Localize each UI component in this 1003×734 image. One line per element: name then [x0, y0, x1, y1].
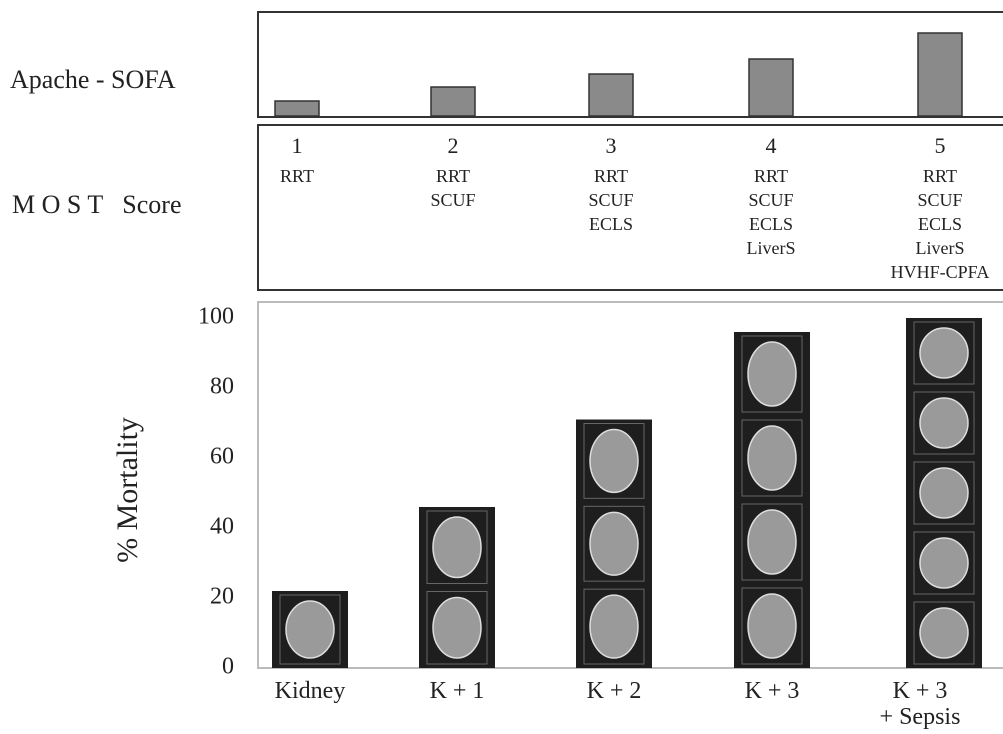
organ-image — [920, 468, 968, 518]
treatment: ECLS — [749, 214, 793, 234]
treatment: SCUF — [748, 190, 793, 210]
treatment: SCUF — [588, 190, 633, 210]
organ-image — [920, 328, 968, 378]
x-tick-label: K + 3 — [692, 678, 852, 704]
bar — [749, 59, 793, 116]
most-label: M O S T Score — [12, 190, 182, 219]
treatment: RRT — [923, 166, 957, 186]
organ-image — [748, 342, 796, 406]
organ-image — [433, 598, 481, 659]
x-tick-label: Kidney — [230, 678, 390, 704]
organ-image — [920, 538, 968, 588]
score-number: 2 — [448, 133, 459, 158]
x-tick-label: K + 2 — [534, 678, 694, 704]
treatment: LiverS — [916, 238, 965, 258]
sofa-title: Apache - SOFA — [10, 65, 176, 94]
bar — [918, 33, 962, 116]
y-tick-label: 80 — [210, 374, 234, 400]
treatment: HVHF-CPFA — [891, 262, 990, 282]
score-number: 3 — [606, 133, 617, 158]
organ-image — [590, 430, 638, 493]
y-tick-label: 40 — [210, 514, 234, 540]
treatment: ECLS — [918, 214, 962, 234]
organ-image — [286, 601, 334, 658]
treatment: LiverS — [747, 238, 796, 258]
organ-image — [748, 510, 796, 574]
score-number: 1 — [292, 133, 303, 158]
organ-image — [590, 595, 638, 658]
score-number: 5 — [935, 133, 946, 158]
bar — [275, 101, 319, 116]
score-number: 4 — [766, 133, 777, 158]
y-tick-label: 60 — [210, 444, 234, 470]
y-tick-label: 20 — [210, 584, 234, 610]
y-tick-label: 0 — [222, 654, 234, 680]
treatment: SCUF — [917, 190, 962, 210]
x-tick-label: K + 1 — [377, 678, 537, 704]
organ-image — [748, 426, 796, 490]
treatment: RRT — [594, 166, 628, 186]
treatment: SCUF — [430, 190, 475, 210]
y-tick-label: 100 — [198, 304, 234, 330]
figure: Apache - SOFA M O S T Score % Mortality … — [0, 0, 1003, 734]
bar — [431, 87, 475, 116]
organ-image — [920, 608, 968, 658]
organ-image — [920, 398, 968, 448]
treatment: RRT — [754, 166, 788, 186]
bar — [589, 74, 633, 116]
y-axis-label: % Mortality — [111, 417, 144, 563]
organ-image — [590, 512, 638, 575]
organ-image — [433, 517, 481, 578]
organ-image — [748, 594, 796, 658]
treatment: RRT — [436, 166, 470, 186]
treatment: ECLS — [589, 214, 633, 234]
x-tick-label: K + 3 + Sepsis — [840, 678, 1000, 730]
page: Apache - SOFA M O S T Score % Mortality … — [0, 0, 1003, 734]
treatment: RRT — [280, 166, 314, 186]
